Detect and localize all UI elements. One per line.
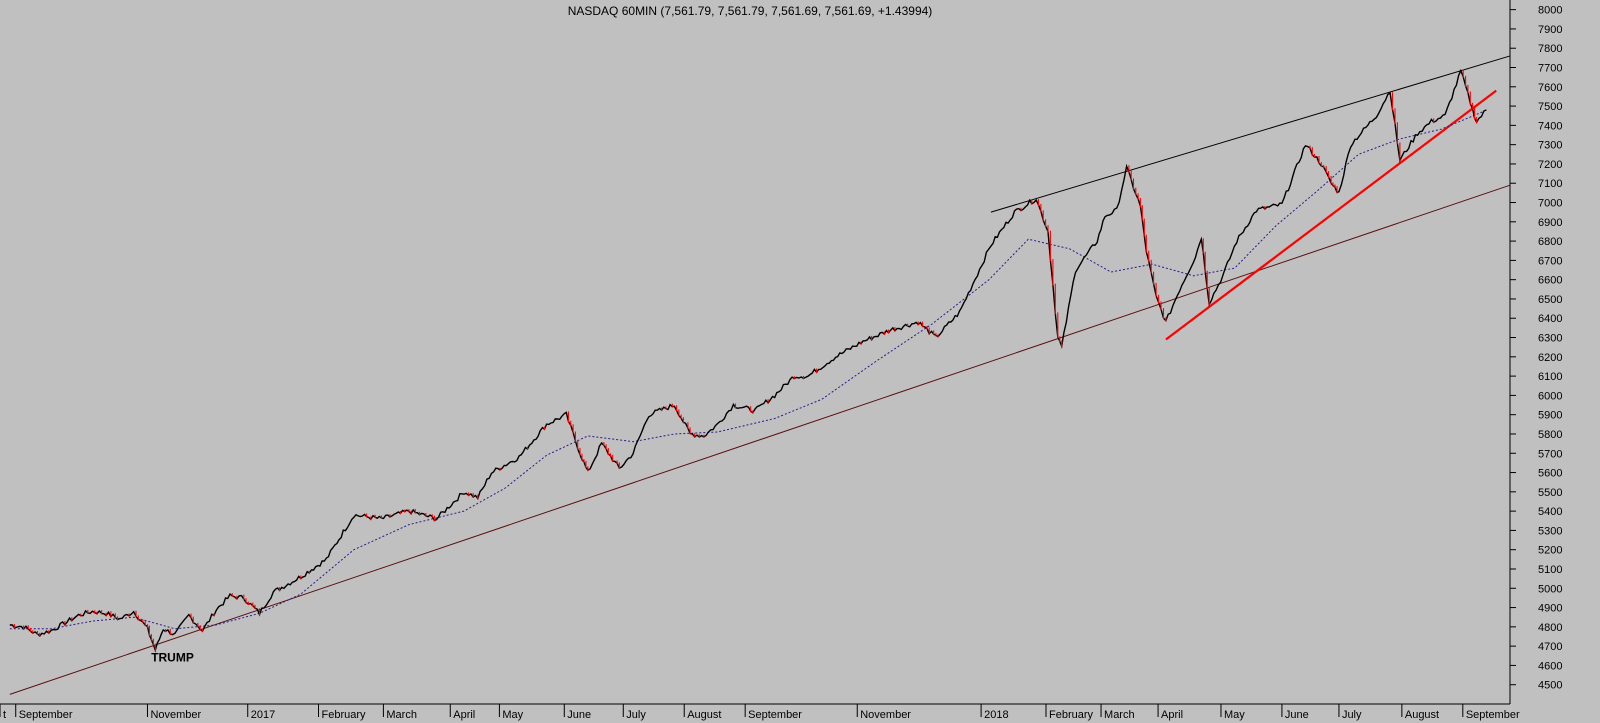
moving-average-line <box>9 111 1483 630</box>
y-tick-label: 6600 <box>1538 275 1562 287</box>
y-tick-label: 6500 <box>1538 294 1562 306</box>
x-tick-label: September <box>1466 709 1520 721</box>
x-tick-label: July <box>626 709 646 721</box>
y-tick-label: 5600 <box>1538 468 1562 480</box>
trendline-short-support <box>1165 89 1497 341</box>
y-tick-label: 5300 <box>1538 525 1562 537</box>
y-tick-label: 6100 <box>1538 371 1562 383</box>
x-tick-label: t <box>3 709 6 721</box>
y-tick-label: 7900 <box>1538 24 1562 36</box>
y-tick-label: 4700 <box>1538 641 1562 653</box>
y-tick-label: 4800 <box>1538 622 1562 634</box>
x-tick-label: June <box>567 709 591 721</box>
price-series <box>9 68 1487 653</box>
y-tick-label: 6400 <box>1538 313 1562 325</box>
y-tick-label: 8000 <box>1538 5 1562 17</box>
x-tick-label: July <box>1342 709 1362 721</box>
y-tick-label: 5700 <box>1538 448 1562 460</box>
y-tick-label: 6200 <box>1538 352 1562 364</box>
y-tick-label: 7100 <box>1538 178 1562 190</box>
y-tick-label: 4600 <box>1538 660 1562 672</box>
y-tick-label: 6900 <box>1538 217 1562 229</box>
x-tick-label: June <box>1285 709 1309 721</box>
x-tick-label: March <box>386 709 417 721</box>
price-line <box>9 68 1487 653</box>
y-tick-label: 6800 <box>1538 236 1562 248</box>
x-tick-label: May <box>502 709 523 721</box>
y-tick-label: 5400 <box>1538 506 1562 518</box>
y-tick-label: 4500 <box>1538 680 1562 692</box>
y-tick-label: 7800 <box>1538 43 1562 55</box>
y-axis-ticks: 4500 4600 4700 4800 4900 5000 5100 5200 5300 5400… <box>1510 5 1562 692</box>
y-tick-label: 5900 <box>1538 410 1562 422</box>
y-tick-label: 7000 <box>1538 198 1562 210</box>
y-tick-label: 5000 <box>1538 583 1562 595</box>
y-tick-label: 7700 <box>1538 63 1562 75</box>
x-tick-label: 2018 <box>984 709 1008 721</box>
annotation-label: TRUMP <box>151 651 194 665</box>
x-tick-label: April <box>1161 709 1183 721</box>
x-tick-label: September <box>19 709 73 721</box>
trendline-upper-resistance <box>990 55 1511 213</box>
y-tick-label: 6300 <box>1538 333 1562 345</box>
chart-title: NASDAQ 60MIN (7,561.79, 7,561.79, 7,561.… <box>568 4 933 18</box>
x-tick-label: August <box>1405 709 1439 721</box>
y-tick-label: 7200 <box>1538 159 1562 171</box>
y-tick-label: 5100 <box>1538 564 1562 576</box>
annotations: TRUMP <box>151 651 194 665</box>
y-tick-label: 6000 <box>1538 390 1562 402</box>
x-tick-label: 2017 <box>251 709 275 721</box>
x-tick-label: April <box>453 709 475 721</box>
x-tick-label: February <box>1049 709 1094 721</box>
x-tick-label: March <box>1104 709 1135 721</box>
plot-background <box>0 0 1510 704</box>
x-axis-ticks: t September November 2017 February March April… <box>0 704 1520 721</box>
x-tick-label: November <box>150 709 201 721</box>
y-tick-label: 7400 <box>1538 120 1562 132</box>
y-tick-label: 5200 <box>1538 545 1562 557</box>
y-tick-label: 5500 <box>1538 487 1562 499</box>
moving-average <box>9 111 1483 630</box>
x-tick-label: November <box>860 709 911 721</box>
x-tick-label: September <box>748 709 802 721</box>
x-tick-label: February <box>322 709 367 721</box>
y-tick-label: 7600 <box>1538 82 1562 94</box>
y-tick-label: 5800 <box>1538 429 1562 441</box>
y-tick-label: 7300 <box>1538 140 1562 152</box>
x-tick-label: May <box>1224 709 1245 721</box>
x-tick-label: August <box>687 709 721 721</box>
y-tick-label: 4900 <box>1538 603 1562 615</box>
y-tick-label: 7500 <box>1538 101 1562 113</box>
y-tick-label: 6700 <box>1538 255 1562 267</box>
